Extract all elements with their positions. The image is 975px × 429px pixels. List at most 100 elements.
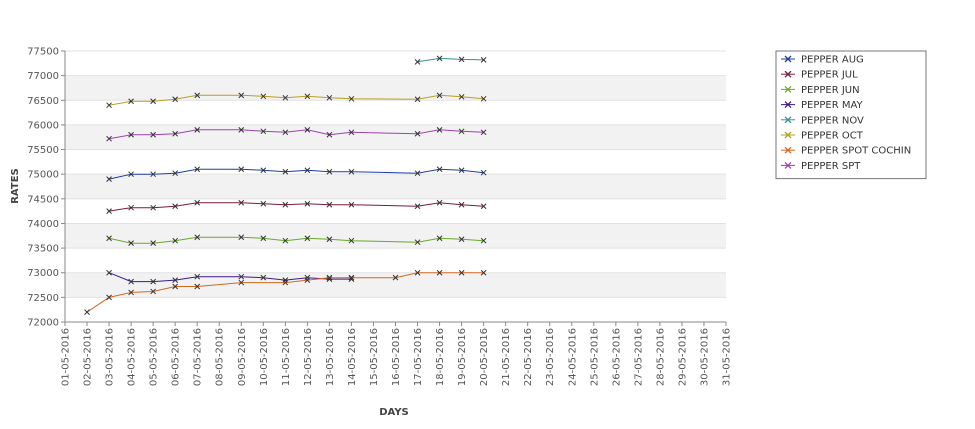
data-point xyxy=(172,203,179,210)
series-line xyxy=(109,202,484,212)
series-line xyxy=(86,272,484,313)
data-point xyxy=(194,234,201,241)
x-tick-label: 12-05-2016 xyxy=(303,328,314,386)
legend-item: PEPPER SPT xyxy=(781,161,861,172)
legend-swatch-marker xyxy=(784,55,792,63)
data-point xyxy=(194,283,201,290)
data-point xyxy=(238,166,245,173)
data-point xyxy=(480,203,487,210)
y-tick-label: 75500 xyxy=(27,145,59,156)
legend-label: PEPPER SPOT COCHIN xyxy=(801,146,911,157)
x-tick-label: 15-05-2016 xyxy=(369,328,380,386)
y-tick-label: 76000 xyxy=(27,120,59,131)
data-point xyxy=(172,237,179,244)
data-point xyxy=(414,170,421,177)
data-point xyxy=(480,237,487,244)
data-point xyxy=(260,274,267,281)
x-tick-label: 07-05-2016 xyxy=(193,328,204,386)
gridlines xyxy=(65,50,726,323)
plot-bands xyxy=(65,75,726,298)
data-point xyxy=(348,129,355,136)
data-point xyxy=(392,274,399,281)
data-point xyxy=(260,167,267,174)
data-point xyxy=(458,128,465,135)
legend-item: PEPPER NOV xyxy=(781,115,864,126)
data-point xyxy=(172,170,179,177)
data-point xyxy=(84,309,90,315)
series-pepper-aug xyxy=(106,166,487,182)
legend-label: PEPPER SPT xyxy=(801,161,861,172)
data-point xyxy=(480,57,487,63)
x-tick-label: 16-05-2016 xyxy=(391,328,402,386)
legend-item: PEPPER OCT xyxy=(781,131,864,142)
data-point xyxy=(480,129,487,136)
x-tick-label: 22-05-2016 xyxy=(523,328,534,386)
series-pepper-oct xyxy=(106,92,487,109)
data-point xyxy=(260,128,267,135)
series-pepper-nov xyxy=(414,55,487,65)
series-pepper-spot-cochin xyxy=(84,269,487,315)
data-point xyxy=(238,92,245,99)
data-point xyxy=(414,203,421,210)
data-point xyxy=(238,279,245,286)
data-point xyxy=(282,277,289,283)
legend-label: PEPPER MAY xyxy=(801,100,864,111)
y-tick-label: 77500 xyxy=(27,47,59,58)
data-point xyxy=(128,131,134,138)
x-tick-label: 05-05-2016 xyxy=(149,328,160,386)
data-point xyxy=(326,168,333,175)
x-tick-label: 06-05-2016 xyxy=(171,328,182,386)
data-point xyxy=(150,98,156,105)
legend-swatch-marker xyxy=(784,131,792,139)
data-point xyxy=(458,56,465,63)
data-point xyxy=(458,201,465,208)
data-point xyxy=(480,169,487,176)
data-point xyxy=(480,269,487,276)
data-point xyxy=(436,126,443,133)
data-point xyxy=(326,274,333,281)
y-tick-labels: 72000 72500 73000 73500 74000 74500 75000 75500… xyxy=(27,47,59,329)
data-point xyxy=(194,166,201,173)
data-point xyxy=(128,278,134,285)
x-tick-label: 30-05-2016 xyxy=(699,328,710,386)
x-tick-label: 11-05-2016 xyxy=(281,328,292,386)
data-point xyxy=(348,274,355,281)
x-tick-label: 14-05-2016 xyxy=(347,328,358,386)
x-tick-labels: 01-05-2016 02-05-2016 03-05-2016 04-05-2016… xyxy=(61,328,733,386)
x-tick-label: 29-05-2016 xyxy=(677,328,688,386)
legend-label: PEPPER JUL xyxy=(801,70,858,81)
data-point xyxy=(128,171,134,178)
data-point xyxy=(436,269,443,276)
data-point xyxy=(172,277,179,283)
legend-box xyxy=(775,50,927,180)
data-point xyxy=(436,235,443,242)
axes xyxy=(61,50,727,326)
legend-item: PEPPER JUN xyxy=(781,85,860,96)
x-tick-label: 09-05-2016 xyxy=(237,328,248,386)
data-point xyxy=(304,93,311,100)
data-point xyxy=(260,235,267,242)
x-tick-label: 01-05-2016 xyxy=(61,328,72,386)
data-point xyxy=(106,208,112,214)
x-tick-label: 02-05-2016 xyxy=(83,328,94,386)
y-tick-label: 74500 xyxy=(27,194,59,205)
data-point xyxy=(128,98,134,105)
data-point xyxy=(150,240,156,247)
data-point xyxy=(282,237,289,244)
data-point xyxy=(304,235,311,242)
data-point xyxy=(348,237,355,244)
data-point xyxy=(194,273,201,280)
data-point xyxy=(128,289,134,296)
data-point xyxy=(128,204,134,211)
y-tick-label: 74000 xyxy=(27,219,59,230)
legend-label: PEPPER AUG xyxy=(801,55,864,66)
x-tick-label: 03-05-2016 xyxy=(105,328,116,386)
plot-band xyxy=(65,223,726,249)
x-tick-label: 31-05-2016 xyxy=(722,328,733,386)
data-point xyxy=(150,131,156,138)
data-point xyxy=(106,235,112,242)
y-tick-label: 72000 xyxy=(27,318,59,329)
data-point xyxy=(326,201,333,208)
data-point xyxy=(128,240,134,247)
